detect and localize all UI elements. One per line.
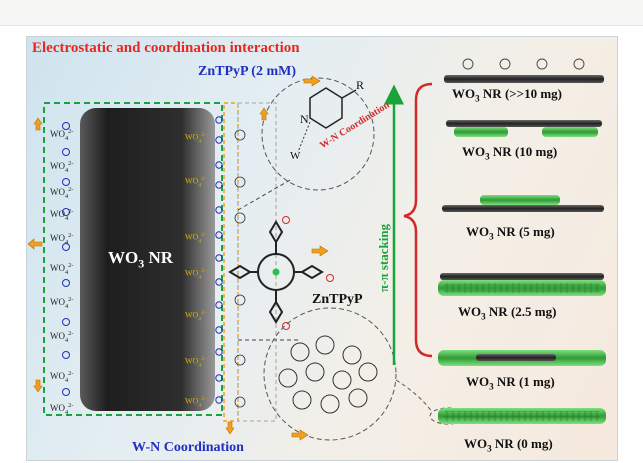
pyridine-ring [309,87,343,129]
stack-bar-gt10mg [444,75,604,83]
aggregate-molecules [278,335,378,414]
top-band [0,0,643,26]
concentration-label: ZnTPyP (2 mM) [198,64,296,79]
orange-arrows [27,75,329,441]
ion-label-yellow: WO42- [185,232,206,245]
positive-charges [282,216,334,330]
pyridine-inset-circle [261,77,375,191]
connector-line-top [237,179,291,211]
stack-mesh-0mg [444,411,600,421]
coordination-layer-orange [223,102,239,422]
coordination-layer-grey [237,102,277,422]
stack-mesh-2_5mg [444,283,600,293]
pyridine-n-label: N [300,112,309,126]
nanorod-body [80,108,215,411]
stack-green-10mg-b [542,127,598,137]
series-label-gt10mg: WO3 NR (>>10 mg) [452,86,563,104]
ion-label-yellow: WO42- [185,356,206,369]
series-label-2_5mg: WO3 NR (2.5 mg) [458,304,557,322]
zntpyp-label: ZnTPyP [312,292,363,307]
ion-label: WO42- [50,186,74,200]
wn-coordination-bottom-label: W-N Coordination [132,440,244,455]
pyridine-w-label: W [290,150,301,162]
stack-bar-5mg [442,205,604,212]
figure-title: Electrostatic and coordination interacti… [32,40,300,56]
ion-label: WO42- [50,296,74,310]
series-label-10mg: WO3 NR (10 mg) [462,144,558,162]
nanorod-label: WO3 NR [108,248,173,271]
stack-top-molecules [462,58,585,70]
series-label-0mg: WO3 NR (0 mg) [464,436,553,454]
stacking-brace [403,82,433,358]
ion-label: WO42- [50,330,74,344]
stack-bar-2_5mg [440,273,604,280]
ion-label: WO42- [50,208,74,222]
aggregate-inset-circle [263,307,397,441]
stack-bar-1mg [476,354,556,361]
ion-label: WO42- [50,370,74,384]
series-label-5mg: WO3 NR (5 mg) [466,224,555,242]
ion-label: WO42- [50,160,74,174]
ion-label: WO42- [50,262,74,276]
porphyrin-small-column [234,129,246,408]
ion-label-yellow: WO42- [185,396,206,409]
stack-green-5mg [480,195,560,205]
ion-charges-left [62,122,70,396]
stacking-label: π-π stacking [376,223,391,292]
zntpyp-molecule [228,220,324,324]
coordination-dotted-bond [297,121,311,153]
ion-label-yellow: WO42- [185,268,206,281]
pyridine-r-label: R [356,78,365,92]
stack-bar-10mg [446,120,602,127]
ion-charges-right [215,116,223,404]
zinc-center [272,268,280,276]
aggregate-tail [395,379,433,413]
ion-label: WO42- [50,128,74,142]
pyridine-bond-r [341,89,357,99]
series-label-1mg: WO3 NR (1 mg) [466,374,555,392]
ion-label: WO42- [50,232,74,246]
ion-label-yellow: WO42- [185,132,206,145]
ion-label: WO42- [50,402,74,416]
ion-label-yellow: WO42- [185,310,206,323]
stack-green-10mg-a [454,127,508,137]
ion-label-yellow: WO42- [185,176,206,189]
